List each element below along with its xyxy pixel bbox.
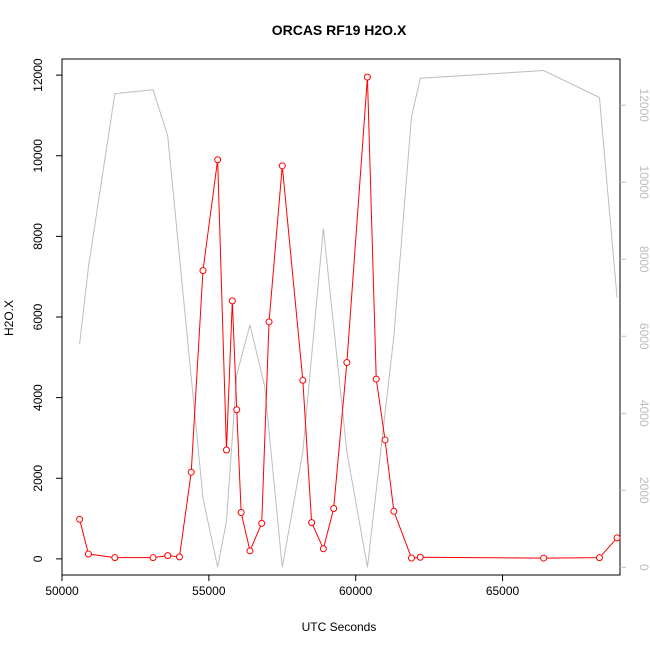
series-layer xyxy=(76,70,621,568)
series-line xyxy=(79,77,618,559)
data-point xyxy=(214,156,222,164)
y2-tick-label: 6000 xyxy=(637,323,650,350)
data-point xyxy=(363,73,371,81)
data-point xyxy=(228,297,236,305)
x-axis: 50000 55000 60000 65000 xyxy=(45,575,520,598)
data-point xyxy=(416,553,424,561)
data-point xyxy=(111,554,119,562)
data-point xyxy=(237,509,245,517)
y-tick-label: 0 xyxy=(31,555,45,562)
data-point xyxy=(390,507,398,515)
secondary-series-line xyxy=(79,70,618,568)
y-tick-label: 8000 xyxy=(31,223,45,250)
data-point xyxy=(372,375,380,383)
data-point xyxy=(265,318,273,326)
y2-tick-label: 4000 xyxy=(637,400,650,427)
data-point xyxy=(613,534,621,542)
data-point xyxy=(595,554,603,562)
y-tick-label: 12000 xyxy=(31,58,45,92)
data-point xyxy=(319,545,327,553)
left-y-axis: 0 2000 4000 6000 8000 10000 12000 xyxy=(31,58,62,562)
y-tick-label: 4000 xyxy=(31,384,45,411)
plot-frame xyxy=(61,58,621,576)
y-axis-label: H2O.X xyxy=(2,300,16,336)
y-tick-label: 10000 xyxy=(31,139,45,173)
x-tick-label: 55000 xyxy=(192,584,226,598)
data-point xyxy=(381,436,389,444)
data-point xyxy=(222,446,230,454)
data-point xyxy=(299,376,307,384)
data-point xyxy=(164,552,172,560)
y2-tick-label: 8000 xyxy=(637,246,650,273)
x-axis-label: UTC Seconds xyxy=(302,620,377,634)
right-y-axis: 0 2000 4000 6000 8000 10000 12000 xyxy=(620,89,650,571)
data-point xyxy=(187,468,195,476)
y-tick-label: 2000 xyxy=(31,465,45,492)
y2-tick-label: 10000 xyxy=(637,166,650,200)
data-point xyxy=(175,553,183,561)
data-point xyxy=(149,554,157,562)
x-tick-label: 60000 xyxy=(339,584,373,598)
data-point xyxy=(330,504,338,512)
data-point xyxy=(246,547,254,555)
y2-tick-label: 0 xyxy=(637,564,650,571)
data-point xyxy=(278,162,286,170)
x-tick-label: 50000 xyxy=(45,584,79,598)
y2-tick-label: 12000 xyxy=(637,89,650,123)
data-point xyxy=(343,359,351,367)
data-point xyxy=(233,406,241,414)
data-point xyxy=(76,515,84,523)
y2-tick-label: 2000 xyxy=(637,477,650,504)
y-tick-label: 6000 xyxy=(31,303,45,330)
chart-title: ORCAS RF19 H2O.X xyxy=(272,22,407,38)
x-tick-label: 65000 xyxy=(486,584,520,598)
data-point xyxy=(84,550,92,558)
data-point xyxy=(199,267,207,275)
data-point xyxy=(258,519,266,527)
data-point xyxy=(540,554,548,562)
data-point xyxy=(308,519,316,527)
data-point xyxy=(407,554,415,562)
